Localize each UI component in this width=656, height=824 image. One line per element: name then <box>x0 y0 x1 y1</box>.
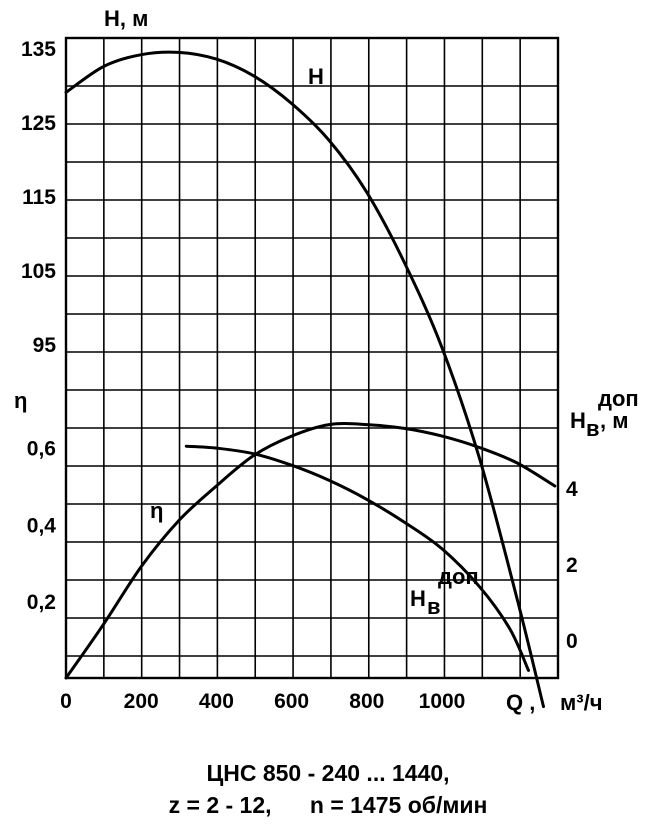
npsh-curve <box>184 444 530 672</box>
h-tick-label: 125 <box>21 112 56 135</box>
head-curve-label: H <box>308 64 324 89</box>
x-axis-label: Q , <box>506 690 535 715</box>
grid <box>66 38 558 678</box>
efficiency-curve-label: η <box>150 498 163 523</box>
npsh-tick-label: 0 <box>566 630 578 653</box>
npsh-tick-label: 2 <box>566 554 578 577</box>
curves <box>64 50 557 709</box>
caption-line-1: ЦНС 850 - 240 ... 1440, <box>0 760 656 787</box>
eta-tick-label: 0,2 <box>27 591 56 614</box>
x-tick-label: 1000 <box>419 690 466 713</box>
npsh-curve-label-main: H <box>410 586 426 611</box>
x-tick-label: 800 <box>349 690 384 713</box>
x-tick-label: 600 <box>274 690 309 713</box>
caption-speed: n = 1475 об/мин <box>309 792 488 818</box>
caption-model: ЦНС 850 - 240 ... 1440, <box>206 760 450 786</box>
head-curve <box>64 50 545 709</box>
h-tick-label: 105 <box>21 260 56 283</box>
x-tick-label: 400 <box>199 690 234 713</box>
caption-line-2: z = 2 - 12, n = 1475 об/мин <box>0 792 656 819</box>
caption-stages: z = 2 - 12, <box>168 792 272 818</box>
eta-axis-label: η <box>14 388 27 413</box>
efficiency-curve <box>64 422 557 680</box>
h-tick-label: 135 <box>21 38 56 61</box>
npsh-axis-label-unit: , м <box>600 408 629 433</box>
plot-frame <box>64 36 560 680</box>
h-axis-label: H, м <box>104 6 148 31</box>
x-tick-label: 0 <box>60 690 72 713</box>
npsh-axis-label-sub: в <box>586 416 600 441</box>
labels: 0 200 400 600 800 1000 135 125 115 105 95 0,6 0,4 0,2… <box>14 6 639 715</box>
npsh-curve-label-sup: доп <box>438 564 479 589</box>
npsh-tick-label: 4 <box>566 478 578 501</box>
npsh-curve-label-sub: в <box>427 594 441 619</box>
h-tick-label: 115 <box>22 186 56 209</box>
eta-tick-label: 0,6 <box>27 438 56 461</box>
npsh-axis-label-main: H <box>570 408 586 433</box>
x-axis-unit: м³/ч <box>560 690 603 715</box>
x-tick-label: 200 <box>124 690 159 713</box>
eta-tick-label: 0,4 <box>27 514 57 537</box>
h-tick-label: 95 <box>33 334 57 357</box>
npsh-axis-label-sup: доп <box>598 386 639 411</box>
